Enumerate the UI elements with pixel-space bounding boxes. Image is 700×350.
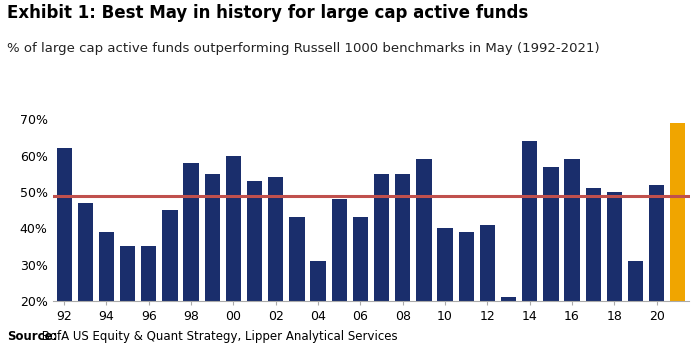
Bar (268, 177, 284, 301)
Bar (204, 174, 220, 301)
Bar (141, 246, 156, 301)
Bar (522, 141, 538, 301)
Bar (458, 232, 474, 301)
Bar (543, 167, 559, 301)
Bar (374, 174, 389, 301)
Bar (438, 228, 453, 301)
Bar (649, 185, 664, 301)
Text: Exhibit 1: Best May in history for large cap active funds: Exhibit 1: Best May in history for large… (7, 4, 528, 21)
Bar (311, 261, 326, 301)
Bar (99, 232, 114, 301)
Bar (670, 123, 685, 301)
Bar (247, 181, 262, 301)
Bar (564, 159, 580, 301)
Bar (501, 298, 516, 301)
Bar (78, 203, 93, 301)
Bar (480, 225, 495, 301)
Bar (416, 159, 431, 301)
Bar (607, 192, 622, 301)
Bar (586, 188, 601, 301)
Bar (226, 156, 241, 301)
Bar (353, 217, 368, 301)
Bar (628, 261, 643, 301)
Bar (289, 217, 304, 301)
Bar (183, 163, 199, 301)
Bar (332, 199, 347, 301)
Bar (162, 210, 178, 301)
Bar (57, 148, 72, 301)
Text: BofA US Equity & Quant Strategy, Lipper Analytical Services: BofA US Equity & Quant Strategy, Lipper … (38, 330, 398, 343)
Bar (395, 174, 410, 301)
Text: Source:: Source: (7, 330, 57, 343)
Text: % of large cap active funds outperforming Russell 1000 benchmarks in May (1992-2: % of large cap active funds outperformin… (7, 42, 600, 55)
Bar (120, 246, 135, 301)
